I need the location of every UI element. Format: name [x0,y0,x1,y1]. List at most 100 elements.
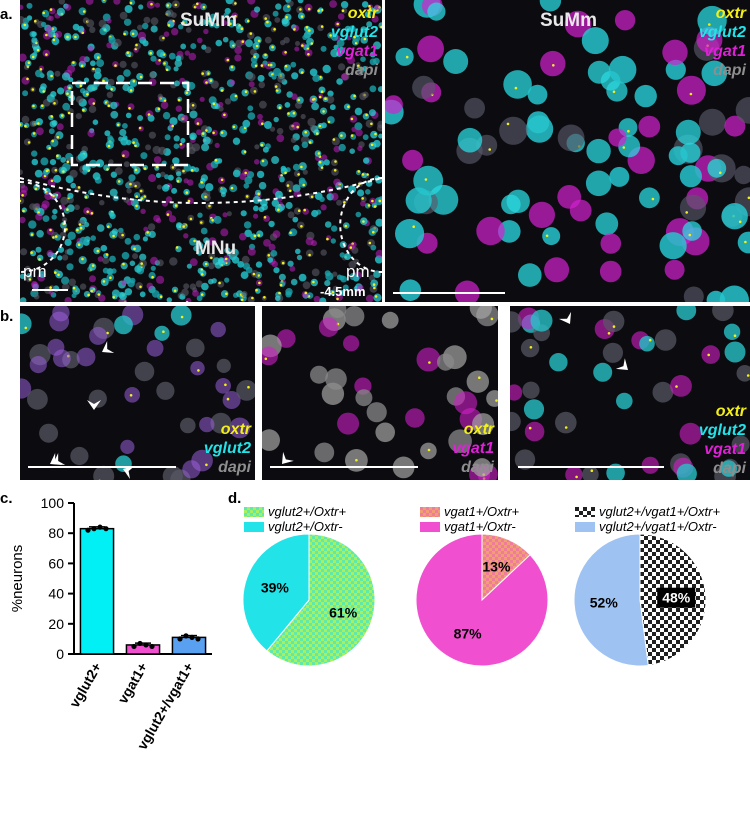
cell-nucleus [557,185,582,209]
pie-slice [266,533,376,667]
cell-nucleus [89,326,108,345]
cell-nucleus [369,85,377,93]
channel-legend-b2: oxtr vgat1 dapi [452,420,494,477]
data-point [91,526,97,532]
cell-nucleus [229,249,237,257]
cell-nucleus [218,101,224,108]
pie-value-label: 87% [454,625,483,641]
channel-vgat1: vgat1 [336,43,378,60]
oxtr-puncta [318,124,322,128]
cell-nucleus [331,159,338,166]
cell-nucleus [454,280,480,302]
cell-nucleus [254,144,260,150]
oxtr-puncta [31,55,35,59]
cell-nucleus [525,115,554,143]
cell-nucleus [51,214,57,220]
cell-nucleus [302,169,308,175]
oxtr-puncta [84,196,88,199]
cell-nucleus [158,35,166,42]
oxtr-puncta [165,68,169,72]
oxtr-puncta [20,123,22,126]
cell-nucleus [539,0,562,12]
oxtr-puncta [255,44,259,48]
cell-nucleus [52,306,70,322]
oxtr-puncta [529,346,533,349]
cell-nucleus [186,263,192,269]
arrowhead-marker [102,340,115,354]
oxtr-puncta [244,171,247,175]
cell-nucleus [216,358,231,373]
cell-nucleus [279,176,285,182]
cell-nucleus [77,153,86,162]
cell-nucleus [277,329,296,348]
cell-nucleus [201,282,209,291]
oxtr-puncta [293,28,296,31]
oxtr-puncta [707,353,710,357]
oxtr-puncta [129,394,133,397]
oxtr-puncta [56,135,60,139]
cell-nucleus [734,165,750,185]
cell-nucleus [164,174,170,180]
cell-nucleus [124,237,132,245]
oxtr-puncta [226,58,230,62]
scale-bar [270,466,418,468]
oxtr-puncta [308,253,311,257]
cell-nucleus [240,271,249,279]
cell-nucleus [659,232,687,260]
cell-nucleus [89,26,96,33]
oxtr-puncta [209,79,213,82]
cell-nucleus [64,238,72,246]
cell-nucleus [88,389,107,408]
oxtr-puncta [271,45,274,49]
oxtr-puncta [590,469,594,472]
cell-nucleus [54,70,61,77]
oxtr-puncta [138,126,142,130]
cell-nucleus [184,50,190,56]
oxtr-puncta [102,0,106,1]
data-point [85,527,91,533]
oxtr-puncta [243,150,247,154]
cell-nucleus [107,78,115,87]
cell-nucleus [322,64,331,74]
cell-nucleus [724,341,746,363]
oxtr-puncta [575,475,578,479]
cell-nucleus [652,381,674,403]
cell-nucleus [363,157,370,164]
cell-nucleus [544,257,570,283]
oxtr-puncta [23,23,27,27]
oxtr-puncta [412,225,415,228]
oxtr-puncta [316,132,319,135]
cell-nucleus [330,238,336,244]
cell-nucleus [405,408,425,428]
oxtr-puncta [234,14,237,18]
oxtr-puncta [223,113,226,117]
cell-nucleus [232,137,241,145]
oxtr-puncta [208,204,211,208]
cell-nucleus [67,192,74,199]
channel-vgat1: vgat1 [452,440,494,457]
cell-nucleus [503,70,532,99]
cell-nucleus [527,84,548,105]
oxtr-puncta [139,285,142,289]
cell-nucleus [140,152,148,160]
cell-nucleus [737,231,750,254]
cell-nucleus [85,0,94,5]
legend-label: vglut2+/vgat1+/Oxtr+ [599,504,721,519]
cell-nucleus [150,17,159,26]
cell-nucleus [351,126,357,132]
boundary-line [20,177,382,204]
cell-nucleus [86,19,95,28]
cell-nucleus [318,86,326,94]
oxtr-puncta [106,168,109,171]
cell-nucleus [40,83,47,90]
cell-nucleus [148,131,156,139]
cell-nucleus [312,74,321,82]
oxtr-puncta [310,42,314,45]
cell-nucleus [96,224,105,232]
cell-nucleus [557,124,585,152]
cell-nucleus [320,45,327,52]
oxtr-puncta [79,226,83,230]
cell-nucleus [369,51,376,58]
cell-nucleus [20,53,27,62]
oxtr-puncta [300,225,303,228]
